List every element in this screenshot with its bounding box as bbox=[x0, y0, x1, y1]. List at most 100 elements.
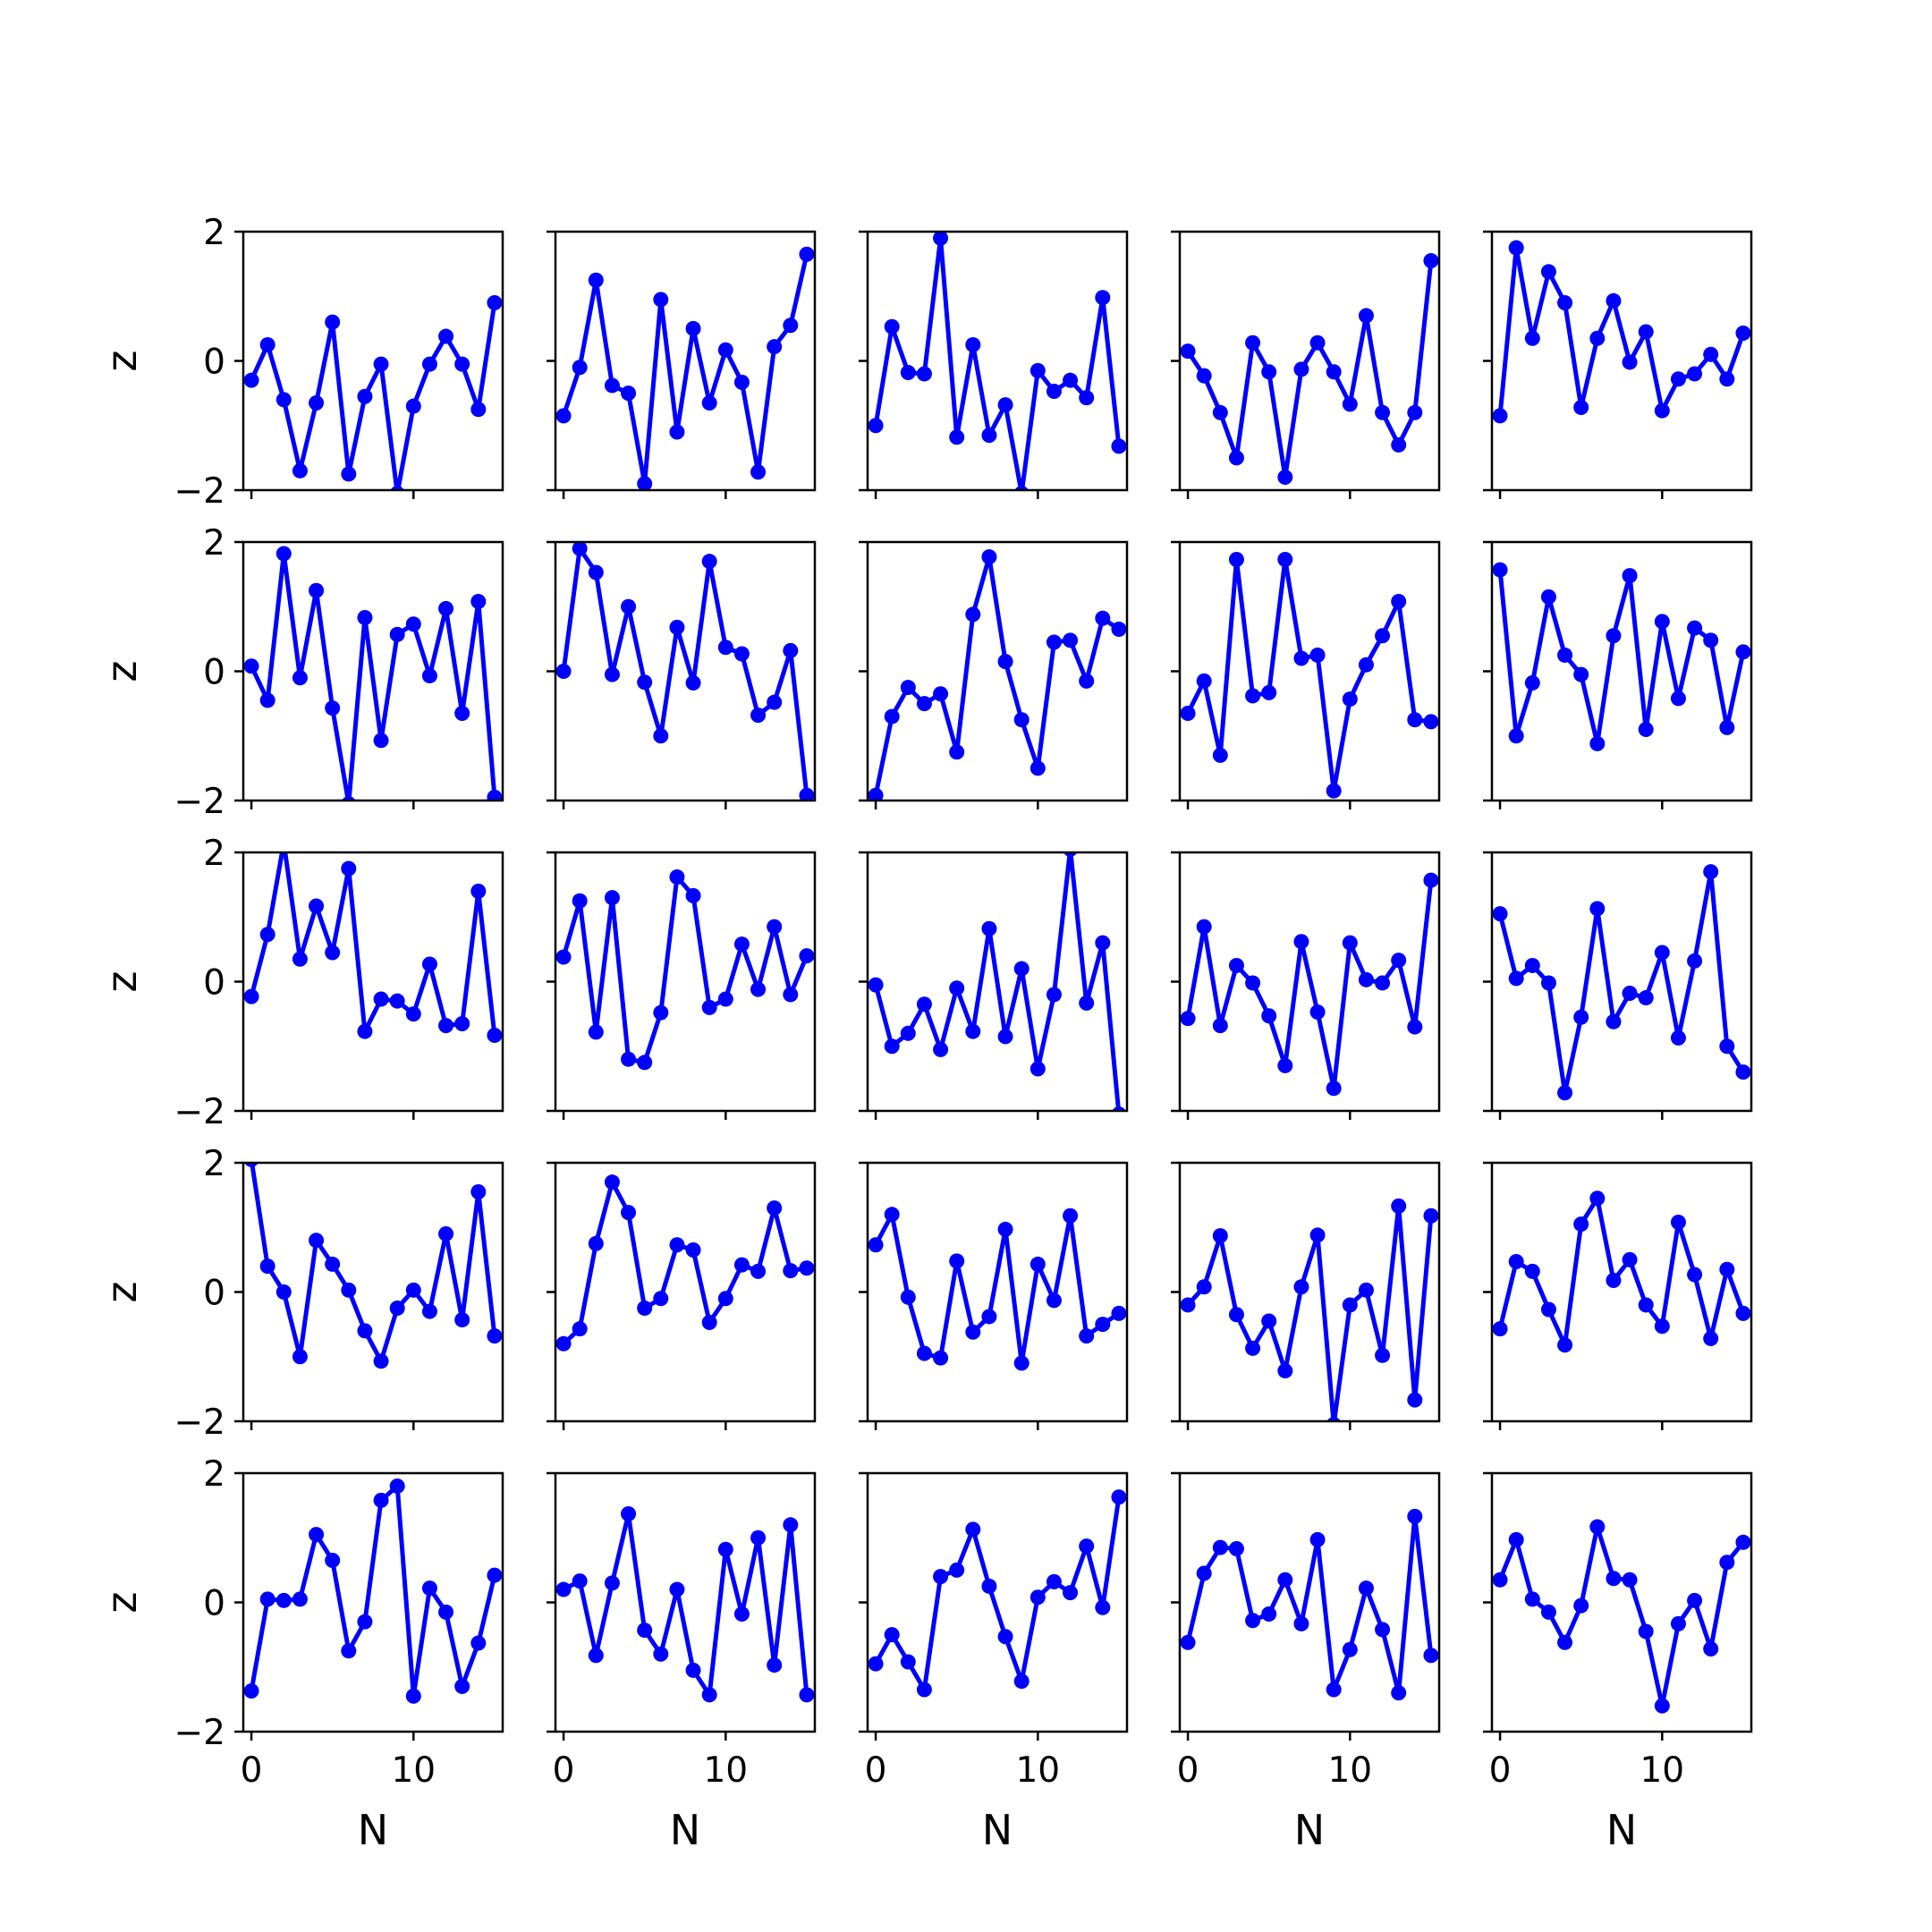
series-line bbox=[1497, 569, 1746, 746]
series-line bbox=[249, 852, 497, 1036]
data-point bbox=[1196, 1565, 1212, 1581]
data-point bbox=[1261, 1313, 1277, 1329]
series-group bbox=[555, 246, 815, 490]
data-point bbox=[653, 1004, 669, 1021]
data-point bbox=[292, 462, 308, 479]
data-point bbox=[1407, 1508, 1423, 1524]
data-point bbox=[1095, 1317, 1111, 1333]
panel-r0-c1 bbox=[547, 230, 817, 499]
data-point bbox=[1358, 1282, 1374, 1298]
y-axis-label: z bbox=[97, 1281, 146, 1302]
data-point bbox=[555, 408, 572, 424]
data-point bbox=[588, 564, 604, 580]
data-point bbox=[685, 320, 701, 336]
data-point bbox=[916, 1682, 932, 1698]
series-line bbox=[1185, 879, 1434, 1091]
data-point bbox=[981, 428, 997, 444]
data-point bbox=[981, 920, 997, 936]
data-point bbox=[259, 927, 275, 943]
data-point bbox=[1719, 371, 1735, 387]
data-point bbox=[965, 336, 981, 352]
data-point bbox=[1212, 1018, 1228, 1034]
data-point bbox=[572, 1321, 588, 1337]
data-point bbox=[454, 1015, 470, 1031]
series-line bbox=[561, 874, 809, 1065]
data-point bbox=[373, 1492, 389, 1508]
data-point bbox=[438, 328, 454, 344]
series-line bbox=[873, 555, 1121, 796]
data-point bbox=[1735, 1305, 1751, 1321]
data-point bbox=[1180, 1297, 1196, 1313]
data-point bbox=[405, 398, 421, 414]
series-line bbox=[250, 1163, 497, 1364]
data-point bbox=[1212, 1539, 1228, 1555]
data-point bbox=[1375, 628, 1391, 644]
data-point bbox=[783, 987, 799, 1003]
data-point bbox=[1407, 712, 1423, 728]
panel-r2-c0: −2 0 2 z bbox=[97, 834, 504, 1132]
data-point bbox=[750, 1530, 767, 1546]
y-axis-label: z bbox=[97, 350, 146, 371]
data-point bbox=[1557, 294, 1573, 310]
data-point bbox=[421, 356, 437, 372]
data-point bbox=[1342, 935, 1358, 951]
data-point bbox=[1245, 688, 1261, 704]
x-axis-label: N bbox=[982, 1806, 1013, 1854]
panel-r0-c2 bbox=[859, 230, 1129, 499]
data-point bbox=[292, 1591, 308, 1607]
data-point bbox=[733, 1257, 750, 1273]
data-point bbox=[1375, 1347, 1391, 1363]
y-tick-label: −2 bbox=[174, 1402, 226, 1443]
data-point bbox=[1687, 1267, 1703, 1283]
data-point bbox=[965, 1324, 981, 1340]
data-point bbox=[868, 977, 884, 993]
data-point bbox=[949, 1562, 965, 1578]
series-group bbox=[1180, 1198, 1439, 1421]
data-point bbox=[916, 696, 932, 712]
panel-r0-c4 bbox=[1483, 230, 1753, 499]
data-point bbox=[1261, 1008, 1277, 1024]
data-point bbox=[275, 1592, 292, 1608]
data-point bbox=[669, 1581, 685, 1597]
data-point bbox=[1573, 666, 1589, 682]
data-point bbox=[717, 1541, 733, 1557]
data-point bbox=[1687, 953, 1703, 969]
data-point bbox=[1606, 1272, 1622, 1288]
data-point bbox=[1654, 1698, 1670, 1714]
data-point bbox=[1196, 1279, 1212, 1295]
data-point bbox=[470, 1184, 487, 1200]
data-point bbox=[1719, 1261, 1735, 1277]
data-point bbox=[1180, 705, 1196, 721]
series-group bbox=[868, 1489, 1127, 1698]
panel-r2-c1 bbox=[547, 851, 817, 1120]
data-point bbox=[1391, 593, 1407, 609]
data-point bbox=[1524, 675, 1540, 691]
data-point bbox=[685, 1242, 701, 1258]
data-point bbox=[243, 988, 259, 1004]
data-point bbox=[799, 246, 815, 262]
series-group bbox=[868, 232, 1127, 490]
data-point bbox=[900, 680, 916, 696]
data-point bbox=[669, 619, 685, 635]
data-point bbox=[669, 1237, 685, 1253]
panel-r1-c0: −2 0 2 z bbox=[97, 523, 504, 822]
data-point bbox=[1423, 1648, 1439, 1664]
series-group bbox=[868, 1207, 1127, 1371]
data-point bbox=[750, 1263, 767, 1279]
data-point bbox=[653, 728, 669, 744]
data-point bbox=[997, 654, 1013, 670]
data-point bbox=[1703, 1331, 1719, 1347]
data-point bbox=[1719, 1555, 1735, 1571]
series-group bbox=[1492, 240, 1751, 424]
data-point bbox=[1046, 383, 1062, 399]
data-point bbox=[259, 1591, 275, 1607]
data-point bbox=[454, 1678, 470, 1694]
data-point bbox=[325, 1256, 341, 1272]
data-point bbox=[259, 1258, 275, 1275]
data-point bbox=[1492, 1321, 1508, 1337]
data-point bbox=[1703, 1641, 1719, 1657]
data-point bbox=[1589, 330, 1606, 346]
data-point bbox=[1326, 364, 1342, 380]
data-point bbox=[997, 1629, 1013, 1645]
series-group bbox=[1180, 872, 1439, 1097]
